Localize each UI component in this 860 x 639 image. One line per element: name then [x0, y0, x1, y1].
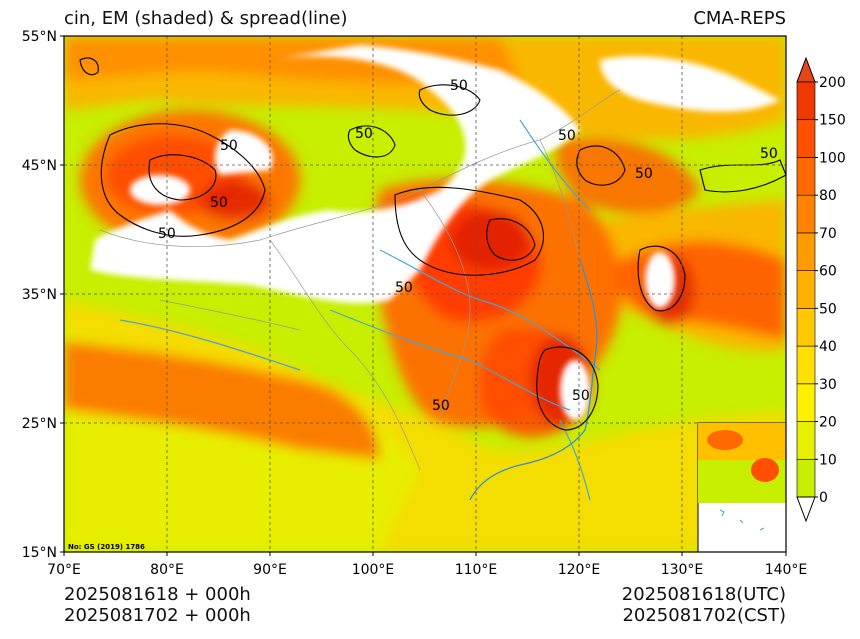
- coastline: [469, 259, 598, 501]
- lat-label-15: 15°N: [22, 545, 57, 561]
- init-time-line: 2025081618 + 000h: [64, 584, 251, 605]
- contour-label-manchuria: 50: [635, 166, 653, 182]
- forecast-map: 50 50 50 50 50 50 50 50 50 50 50: [22, 29, 846, 578]
- colorbar-segment: [796, 119, 816, 158]
- contour-label-loess: 50: [395, 280, 413, 296]
- lon-label-80: 80°E: [150, 562, 184, 578]
- valid-time-line: 2025081702 + 000h: [64, 605, 251, 626]
- longitude-labels: 70°E 80°E 90°E 100°E 110°E 120°E 130°E 1…: [47, 562, 807, 578]
- colorbar-level-label: 40: [819, 339, 837, 355]
- contour-label-far-east: 50: [760, 146, 778, 162]
- utc-cst-time-block: 2025081618(UTC) 2025081702(CST): [622, 584, 786, 626]
- colorbar-segment: [796, 345, 816, 385]
- lon-label-110: 110°E: [455, 562, 498, 578]
- colorbar-extend-top: [796, 56, 816, 83]
- lon-label-140: 140°E: [765, 562, 808, 578]
- colorbar-segment: [796, 194, 816, 234]
- contour-label-south: 50: [432, 398, 450, 414]
- colorbar-level-label: 80: [819, 188, 837, 204]
- colorbar-segment: [796, 270, 816, 309]
- gridlines: [64, 36, 786, 552]
- colorbar-level-label: 150: [819, 113, 846, 129]
- colorbar-extend-bottom: [796, 496, 816, 523]
- lon-label-90: 90°E: [253, 562, 287, 578]
- colorbar-segments: [796, 81, 816, 498]
- map-title: cin, EM (shaded) & spread(line): [64, 8, 348, 29]
- colorbar: 0 10 20 30 40 50 60 70 80 100 150 200: [796, 56, 846, 523]
- colorbar-segment: [796, 81, 816, 121]
- forecast-time-block: 2025081618 + 000h 2025081702 + 000h: [64, 584, 251, 626]
- lat-label-45: 45°N: [22, 158, 57, 174]
- colorbar-segment: [796, 232, 816, 271]
- colorbar-level-label: 70: [819, 226, 837, 242]
- colorbar-level-label: 200: [819, 75, 846, 91]
- axis-ticks: [60, 35, 787, 556]
- colorbar-level-label: 20: [819, 415, 837, 431]
- colorbar-segment: [796, 458, 816, 498]
- colorbar-level-label: 60: [819, 264, 837, 280]
- contour-label-northeast: 50: [558, 128, 576, 144]
- lat-label-55: 55°N: [22, 29, 57, 45]
- contour-label-taiwan: 50: [572, 388, 590, 404]
- shaded-field: [64, 36, 786, 552]
- colorbar-level-label: 30: [819, 377, 837, 393]
- map-plot-area: 50 50 50 50 50 50 50 50 50 50 50: [64, 36, 786, 552]
- country-borders: [99, 89, 621, 471]
- map-approval-note: No: GS (2019) 1786: [68, 543, 145, 551]
- lat-label-25: 25°N: [22, 416, 57, 432]
- utc-time-label: 2025081618(UTC): [621, 584, 786, 605]
- contour-label-north-west: 50: [220, 138, 238, 154]
- colorbar-segment: [796, 157, 816, 196]
- model-source-label: CMA-REPS: [693, 8, 786, 29]
- spread-contours: [79, 57, 786, 431]
- lon-label-100: 100°E: [352, 562, 395, 578]
- colorbar-segment: [796, 383, 816, 422]
- contour-label-mongolia: 50: [450, 78, 468, 94]
- south-china-sea-inset: [697, 422, 786, 552]
- colorbar-level-label: 50: [819, 301, 837, 317]
- lat-label-35: 35°N: [22, 287, 57, 303]
- lon-label-120: 120°E: [558, 562, 601, 578]
- colorbar-level-label: 100: [819, 150, 846, 166]
- colorbar-level-label: 0: [819, 490, 828, 506]
- lon-label-70: 70°E: [47, 562, 81, 578]
- cst-time-label: 2025081702(CST): [622, 605, 786, 626]
- contour-label-west: 50: [210, 195, 228, 211]
- lon-label-130: 130°E: [661, 562, 704, 578]
- contour-label-central-north: 50: [355, 126, 373, 142]
- colorbar-level-label: 10: [819, 452, 837, 468]
- colorbar-labels: 0 10 20 30 40 50 60 70 80 100 150 200: [815, 75, 846, 506]
- latitude-labels: 55°N 45°N 35°N 25°N 15°N: [22, 29, 57, 561]
- colorbar-segment: [796, 308, 816, 347]
- colorbar-segment: [796, 421, 816, 460]
